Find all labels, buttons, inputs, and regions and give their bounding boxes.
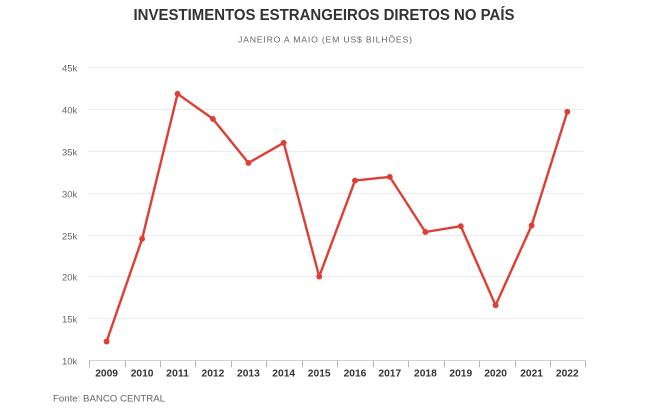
svg-text:Fonte: BANCO CENTRAL: Fonte: BANCO CENTRAL	[53, 394, 165, 405]
svg-text:25k: 25k	[62, 232, 78, 242]
svg-text:2022: 2022	[556, 369, 579, 380]
svg-text:45k: 45k	[62, 64, 78, 74]
svg-text:INVESTIMENTOS ESTRANGEIROS DIR: INVESTIMENTOS ESTRANGEIROS DIRETOS NO PA…	[134, 5, 515, 24]
svg-text:2012: 2012	[202, 369, 225, 380]
svg-text:35k: 35k	[62, 148, 78, 158]
svg-text:20k: 20k	[62, 273, 78, 283]
svg-text:30k: 30k	[62, 190, 78, 200]
svg-text:2010: 2010	[131, 369, 154, 380]
svg-text:2018: 2018	[414, 369, 437, 380]
svg-text:2016: 2016	[344, 369, 367, 380]
svg-text:2014: 2014	[272, 369, 295, 380]
svg-text:15k: 15k	[62, 315, 78, 325]
svg-text:10k: 10k	[62, 357, 78, 367]
svg-text:2011: 2011	[166, 369, 189, 380]
svg-text:2013: 2013	[237, 369, 260, 380]
svg-text:2020: 2020	[484, 369, 507, 380]
svg-text:2019: 2019	[449, 369, 472, 380]
svg-text:40k: 40k	[62, 106, 78, 116]
svg-text:2017: 2017	[378, 369, 401, 380]
svg-text:2021: 2021	[520, 369, 543, 380]
svg-text:2015: 2015	[308, 369, 331, 380]
svg-text:JANEIRO A MAIO (EM US$ BILHÕES: JANEIRO A MAIO (EM US$ BILHÕES)	[238, 35, 412, 45]
svg-text:2009: 2009	[95, 369, 118, 380]
